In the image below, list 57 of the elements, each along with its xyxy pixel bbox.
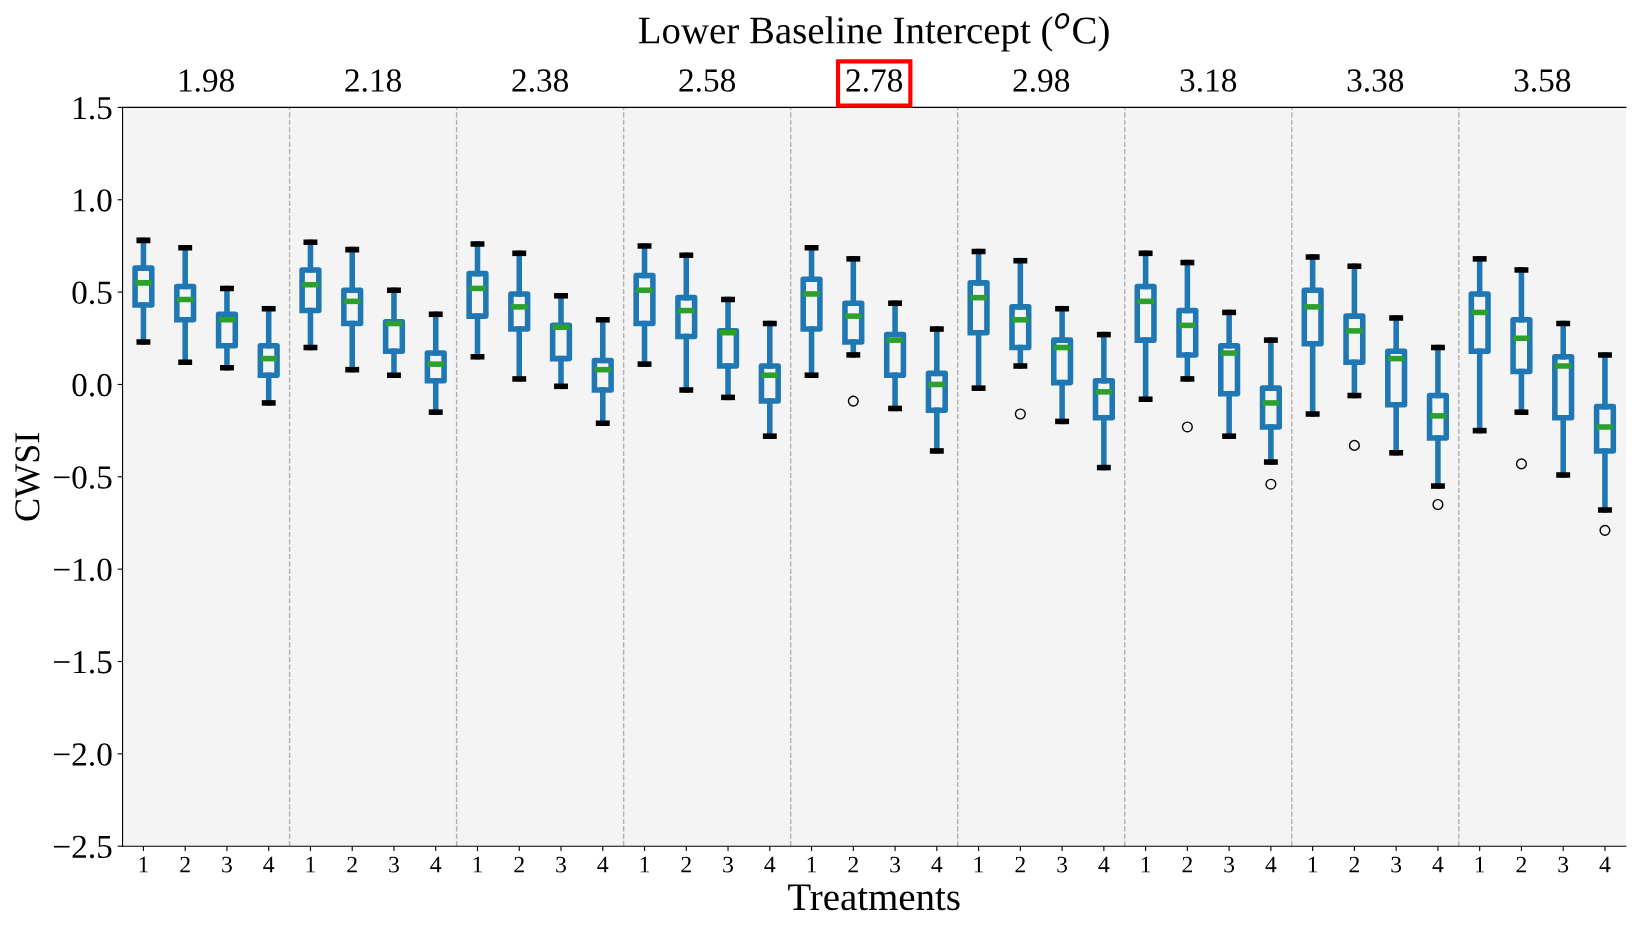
text: 2.38 [512,69,569,92]
x-tick-label: 2 [514,856,524,873]
x-tick-label: 4 [1265,856,1277,873]
text: 3.38 [1347,69,1404,92]
text: 2.98 [1013,69,1070,92]
x-tick-label: 4 [430,856,442,873]
x-tick-label: 1 [473,856,482,873]
x-tick-label: 1 [1308,856,1318,873]
x-tick-label: 4 [1098,856,1110,873]
y-tick-label: 1.0 [74,189,112,212]
y-tick-label: 0.0 [72,373,112,397]
x2-axis-title: Lower Baseline Intercept ($^{o}$C) [638,13,1109,52]
x-tick-label: 2 [681,856,691,873]
text: 2.18 [345,69,401,92]
y-tick-label: −0.5 [54,466,112,489]
x-tick-label: 2 [1015,856,1025,873]
x-tick-label: 4 [764,856,776,873]
x-tick-label: 4 [1599,856,1611,873]
x-tick-label: 3 [389,856,399,873]
x-tick-label: 1 [974,856,984,873]
x-tick-label: 3 [556,856,566,873]
y-tick-label: −2.5 [54,835,112,859]
text: 2.58 [679,69,736,92]
x-tick-label: 3 [1057,856,1068,873]
x-tick-label: 4 [263,856,275,873]
x-axis-title: Treatments [788,884,960,911]
x-tick-label: 3 [723,856,734,873]
x-tick-label: 3 [1224,856,1235,873]
x-tick-label: 3 [1391,856,1402,873]
x-tick-label: 3 [222,856,232,873]
text: 3.18 [1180,69,1237,92]
x-tick-label: 2 [1349,856,1359,873]
x-tick-label: 3 [890,856,901,873]
y-axis-title: CWSI [15,432,40,521]
x-tick-label: 1 [640,856,650,873]
x-tick-label: 3 [1558,856,1569,873]
x-tick-label: 2 [1516,856,1527,873]
x-tick-label: 2 [347,856,357,873]
y-tick-label: −1.0 [54,558,112,582]
x-tick-label: 1 [807,856,817,873]
y-tick-label: −2.0 [54,743,112,766]
y-tick-label: −1.5 [54,651,112,674]
text: 2.78 [846,69,903,92]
x-tick-label: 2 [848,856,858,873]
x-tick-label: 1 [139,856,148,873]
x-tick-label: 2 [180,856,190,873]
x-tick-label: 4 [1432,856,1444,873]
x-tick-label: 1 [1475,856,1485,873]
x-tick-label: 1 [1141,856,1151,873]
x-tick-label: 2 [1182,856,1192,873]
x-tick-label: 1 [306,856,315,873]
x-tick-label: 4 [931,856,943,873]
text: 1.98 [179,69,234,92]
x-tick-label: 4 [597,856,609,873]
y-tick-label: 0.5 [72,281,112,305]
y-tick-label: 1.5 [74,96,112,120]
text: 3.58 [1514,69,1571,92]
